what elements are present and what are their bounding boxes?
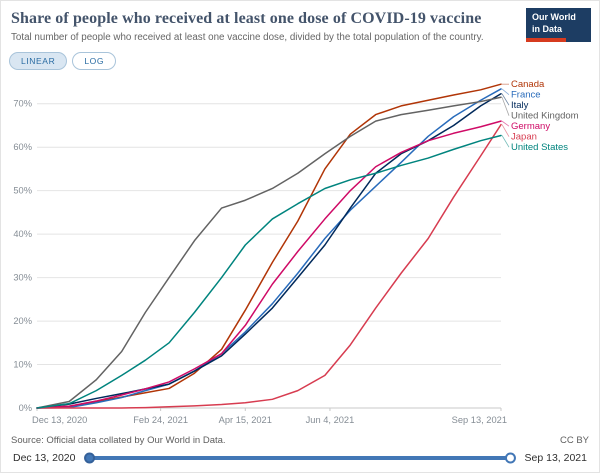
y-tick-label: 0% xyxy=(19,403,32,413)
series-label-united-kingdom[interactable]: United Kingdom xyxy=(511,111,579,122)
logo-line-1: Our World xyxy=(532,12,576,22)
series-label-connector xyxy=(501,97,510,116)
scale-toggle-group: LINEAR LOG xyxy=(9,52,599,70)
y-tick-label: 40% xyxy=(13,229,32,239)
x-tick-label: Apr 15, 2021 xyxy=(219,415,272,425)
timeline-end-handle[interactable] xyxy=(504,452,516,464)
owid-logo[interactable]: Our World in Data xyxy=(526,8,591,43)
series-label-connector xyxy=(501,120,510,127)
timeline-track[interactable] xyxy=(84,452,516,464)
y-tick-label: 70% xyxy=(13,99,32,109)
series-label-united-states[interactable]: United States xyxy=(511,142,568,153)
chart-footer: Source: Official data collated by Our Wo… xyxy=(1,435,599,446)
y-tick-label: 60% xyxy=(13,142,32,152)
series-label-france[interactable]: France xyxy=(511,90,541,101)
series-label-connector xyxy=(501,124,510,137)
series-line-germany[interactable] xyxy=(36,120,502,409)
series-line-japan[interactable] xyxy=(36,123,502,409)
y-tick-label: 10% xyxy=(13,360,32,370)
linear-scale-button[interactable]: LINEAR xyxy=(9,52,68,70)
y-tick-label: 30% xyxy=(13,273,32,283)
page-title: Share of people who received at least on… xyxy=(11,10,482,27)
y-tick-label: 20% xyxy=(13,316,32,326)
series-line-canada[interactable] xyxy=(36,83,502,409)
y-tick-label: 50% xyxy=(13,186,32,196)
page-subtitle: Total number of people who received at l… xyxy=(11,32,484,43)
source-note: Source: Official data collated by Our Wo… xyxy=(11,435,226,446)
series-line-france[interactable] xyxy=(36,88,502,409)
series-label-italy[interactable]: Italy xyxy=(511,100,529,111)
series-label-japan[interactable]: Japan xyxy=(511,132,537,143)
series-line-united-kingdom[interactable] xyxy=(36,96,502,409)
series-line-italy[interactable] xyxy=(36,92,502,409)
x-tick-label: Feb 24, 2021 xyxy=(133,415,188,425)
series-label-canada[interactable]: Canada xyxy=(511,79,545,90)
series-label-connector xyxy=(501,88,510,95)
timeline-start-handle[interactable] xyxy=(84,452,96,464)
logo-red-accent xyxy=(526,38,567,43)
x-tick-label: Sep 13, 2021 xyxy=(452,415,507,425)
log-scale-button[interactable]: LOG xyxy=(72,52,117,70)
timeline-slider: Dec 13, 2020 Sep 13, 2021 xyxy=(1,446,599,464)
license-link[interactable]: CC BY xyxy=(559,435,589,446)
timeline-end-label[interactable]: Sep 13, 2021 xyxy=(524,452,587,464)
x-tick-label: Jun 4, 2021 xyxy=(306,415,355,425)
x-tick-label: Dec 13, 2020 xyxy=(32,415,87,425)
timeline-start-label[interactable]: Dec 13, 2020 xyxy=(13,452,76,464)
logo-line-2: in Data xyxy=(532,23,563,34)
line-chart: 0% 10% 20% 30% 40% 50% 60% 70% Dec 13, 2020 Feb 2… xyxy=(13,79,579,425)
series-line-united-states[interactable] xyxy=(36,134,502,409)
series-label-connector xyxy=(501,93,510,106)
chart-header: Share of people who received at least on… xyxy=(1,1,599,43)
series-label-germany[interactable]: Germany xyxy=(511,121,550,132)
series-label-connector xyxy=(501,135,510,148)
